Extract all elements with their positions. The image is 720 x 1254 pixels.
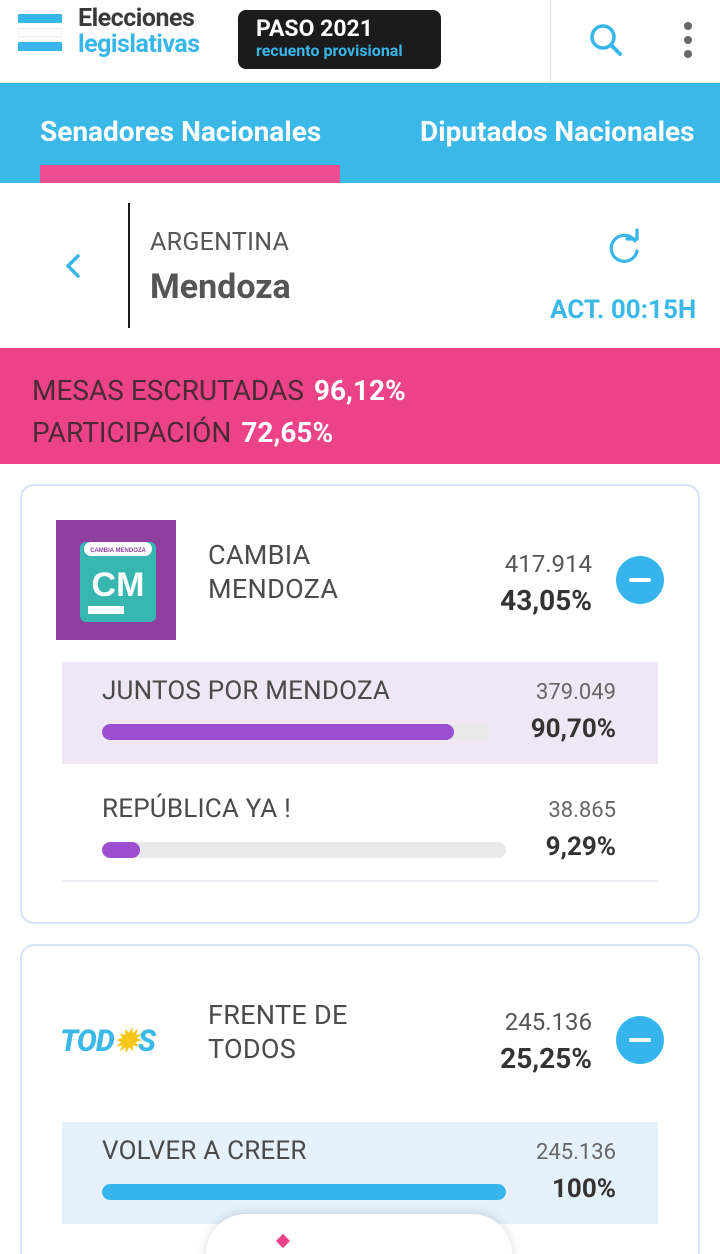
party-card-cambia-mendoza: CAMBIA MENDOZA CM CAMBIA MENDOZA 417.914… bbox=[20, 484, 700, 924]
list-votes: 379.049 bbox=[536, 680, 616, 705]
tab-senadores[interactable]: Senadores Nacionales bbox=[40, 115, 322, 148]
participacion-value: 72,65% bbox=[241, 416, 334, 449]
list-item[interactable]: JUNTOS POR MENDOZA 379.049 90,70% bbox=[62, 662, 658, 764]
paso-badge-subtitle: recuento provisional bbox=[256, 41, 403, 60]
party-votes: 245.136 bbox=[504, 1008, 592, 1036]
card-divider bbox=[62, 880, 658, 882]
summary-band: MESAS ESCRUTADAS 96,12% PARTICIPACIÓN 72,6… bbox=[0, 348, 720, 464]
collapse-minus-icon[interactable] bbox=[616, 556, 664, 604]
party-percent: 43,05% bbox=[500, 584, 592, 617]
header-divider bbox=[550, 0, 551, 83]
argentina-flag-icon bbox=[18, 14, 62, 52]
mesas-label: MESAS ESCRUTADAS bbox=[32, 374, 304, 407]
party-name-line1: CAMBIA bbox=[208, 539, 311, 571]
mesas-value: 96,12% bbox=[313, 374, 406, 407]
cambia-mendoza-logo: CAMBIA MENDOZA CM bbox=[56, 520, 176, 640]
list-progress-fill bbox=[102, 724, 454, 740]
chamber-tabs: Senadores Nacionales Diputados Nacionale… bbox=[0, 83, 720, 183]
province-title: Mendoza bbox=[150, 267, 291, 307]
cm-logo-text: CM bbox=[92, 566, 145, 604]
list-progress-track bbox=[102, 1184, 506, 1200]
brand-line-2: legislativas bbox=[78, 30, 200, 59]
list-name: REPÚBLICA YA ! bbox=[102, 794, 292, 824]
back-chevron-icon[interactable] bbox=[62, 251, 84, 281]
sun-icon: ✹ bbox=[113, 1024, 139, 1059]
list-progress-track bbox=[102, 842, 506, 858]
list-votes: 245.136 bbox=[536, 1140, 616, 1165]
brand-line-1: Elecciones bbox=[78, 4, 195, 33]
location-divider bbox=[128, 203, 130, 328]
tab-diputados[interactable]: Diputados Nacionales bbox=[420, 115, 695, 148]
paso-badge-title: PASO 2021 bbox=[256, 15, 373, 42]
list-item[interactable]: VOLVER A CREER 245.136 100% bbox=[62, 1122, 658, 1224]
participacion-label: PARTICIPACIÓN bbox=[32, 416, 232, 449]
party-name-line1: FRENTE DE bbox=[208, 999, 348, 1031]
refresh-icon[interactable] bbox=[604, 227, 644, 267]
party-name-line2: TODOS bbox=[208, 1033, 297, 1065]
search-icon[interactable] bbox=[586, 20, 626, 60]
list-name: JUNTOS POR MENDOZA bbox=[102, 676, 391, 706]
location-bar: ARGENTINA Mendoza ACT. 00:15H bbox=[0, 183, 720, 348]
list-progress-fill bbox=[102, 842, 140, 858]
participacion-row: PARTICIPACIÓN 72,65% bbox=[32, 412, 720, 454]
list-percent: 90,70% bbox=[530, 714, 616, 744]
todos-logo-text-b: S bbox=[137, 1024, 156, 1059]
list-progress-fill bbox=[102, 1184, 506, 1200]
party-name-line2: MENDOZA bbox=[208, 573, 339, 605]
list-votes: 38.865 bbox=[548, 798, 616, 823]
list-progress-track bbox=[102, 724, 490, 740]
list-name: VOLVER A CREER bbox=[102, 1136, 307, 1166]
party-percent: 25,25% bbox=[500, 1042, 592, 1075]
frente-de-todos-logo: TOD✹S bbox=[60, 1024, 156, 1059]
nav-marker-icon bbox=[275, 1233, 291, 1249]
party-name: CAMBIA MENDOZA bbox=[208, 538, 338, 606]
last-update-time: ACT. 00:15H bbox=[550, 295, 697, 325]
todos-logo-text-a: TOD bbox=[60, 1024, 115, 1059]
active-tab-indicator bbox=[40, 165, 340, 183]
party-votes: 417.914 bbox=[504, 550, 592, 578]
brand-logo[interactable]: Elecciones legislativas bbox=[78, 6, 200, 58]
country-label: ARGENTINA bbox=[150, 228, 290, 257]
list-percent: 100% bbox=[552, 1174, 616, 1204]
more-options-icon[interactable] bbox=[680, 20, 696, 60]
floating-nav-bubble[interactable] bbox=[206, 1214, 512, 1254]
list-item[interactable]: REPÚBLICA YA ! 38.865 9,29% bbox=[62, 780, 658, 882]
paso-badge: PASO 2021 recuento provisional bbox=[238, 10, 441, 69]
party-card-frente-de-todos: TOD✹S FRENTE DE TODOS 245.136 25,25% VOL… bbox=[20, 944, 700, 1254]
collapse-minus-icon[interactable] bbox=[616, 1016, 664, 1064]
mesas-row: MESAS ESCRUTADAS 96,12% bbox=[32, 370, 720, 412]
cm-logo-caption: CAMBIA MENDOZA bbox=[90, 548, 146, 554]
list-percent: 9,29% bbox=[545, 832, 616, 862]
top-header: Elecciones legislativas PASO 2021 recuen… bbox=[0, 0, 720, 83]
party-name: FRENTE DE TODOS bbox=[208, 998, 348, 1066]
